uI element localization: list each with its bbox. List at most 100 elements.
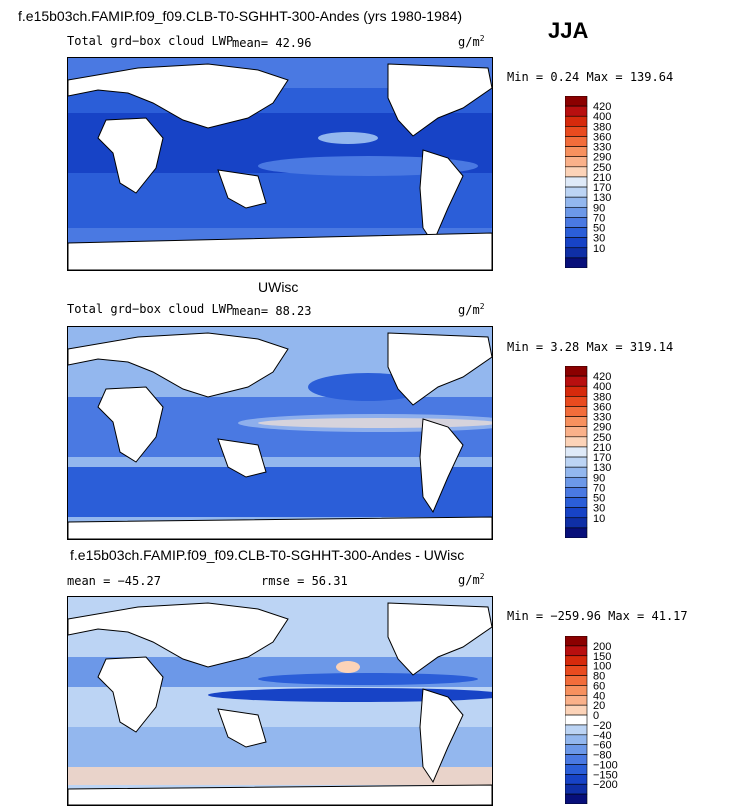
colorbar-tick-label: 10: [593, 513, 605, 525]
colorbar-swatch: [565, 217, 588, 228]
colorbar-tick-label: −100: [593, 759, 618, 771]
colorbar-tick-label: 20: [593, 700, 605, 712]
colorbar-tick-label: 400: [593, 381, 611, 393]
colorbar-tick-label: 210: [593, 172, 611, 184]
colorbar-tick-label: 10: [593, 243, 605, 255]
panel3-minmax: Min = −259.96 Max = 41.17: [507, 609, 688, 623]
panel2-units: g/m2: [458, 302, 485, 317]
colorbar-swatch: [565, 774, 588, 785]
panel3-map: [67, 596, 493, 806]
colorbar-tick-label: 210: [593, 442, 611, 454]
colorbar-tick-label: 380: [593, 391, 611, 403]
season-label: JJA: [548, 18, 589, 43]
colorbar-swatch: [565, 685, 588, 696]
colorbar-swatch: [565, 783, 588, 795]
colorbar-swatch: [565, 436, 588, 448]
colorbar-tick-label: 70: [593, 212, 605, 224]
panel1-minmax: Min = 0.24 Max = 139.64: [507, 70, 674, 84]
colorbar-swatch: [565, 665, 588, 676]
colorbar-tick-label: 250: [593, 162, 611, 174]
colorbar-tick-label: 80: [593, 671, 605, 683]
colorbar-swatch: [565, 517, 588, 529]
colorbar-swatch: [565, 764, 588, 775]
panel3-colorbar: 200150100806040200−20−40−60−80−100−150−2…: [565, 636, 618, 804]
colorbar-swatch: [565, 247, 588, 259]
colorbar-swatch: [565, 675, 588, 686]
colorbar-tick-label: 100: [593, 661, 611, 673]
colorbar-tick-label: 170: [593, 452, 611, 464]
colorbar-tick-label: 420: [593, 101, 611, 113]
colorbar-swatch: [565, 416, 588, 428]
panel1-title: f.e15b03ch.FAMIP.f09_f09.CLB-T0-SGHHT-30…: [18, 8, 463, 24]
panel2-title: UWisc: [258, 279, 299, 295]
colorbar-tick-label: −40: [593, 730, 612, 742]
panel1-mean: mean= 42.96: [232, 36, 312, 50]
colorbar-swatch: [565, 446, 588, 458]
colorbar-swatch: [565, 497, 588, 508]
colorbar-tick-label: 30: [593, 503, 605, 515]
colorbar-swatch: [565, 645, 588, 657]
colorbar-tick-label: 380: [593, 121, 611, 133]
panel1-units: g/m2: [458, 34, 485, 49]
panel1-variable-label: Total grd−box cloud LWP: [67, 34, 234, 48]
colorbar-swatch: [565, 694, 588, 706]
colorbar-swatch: [565, 527, 588, 538]
colorbar-swatch: [565, 385, 588, 397]
colorbar-tick-label: 0: [593, 710, 599, 722]
colorbar-swatch: [565, 146, 588, 158]
colorbar-swatch: [565, 176, 588, 188]
colorbar-swatch: [565, 105, 588, 117]
colorbar-swatch: [565, 704, 588, 716]
panel2-minmax: Min = 3.28 Max = 319.14: [507, 340, 674, 354]
panel1-map: [67, 57, 493, 271]
colorbar-swatch: [565, 406, 588, 417]
colorbar-tick-label: 330: [593, 412, 611, 424]
panel2-continents: [68, 332, 492, 539]
colorbar-tick-label: 290: [593, 422, 611, 434]
colorbar-tick-label: 50: [593, 223, 605, 235]
panel3-rmse: rmse = 56.31: [261, 574, 348, 588]
colorbar-tick-label: 90: [593, 472, 605, 484]
colorbar-swatch: [565, 126, 588, 137]
colorbar-tick-label: 150: [593, 651, 611, 663]
colorbar-swatch: [565, 156, 588, 168]
panel3-title: f.e15b03ch.FAMIP.f09_f09.CLB-T0-SGHHT-30…: [70, 547, 465, 563]
colorbar-tick-label: 170: [593, 182, 611, 194]
colorbar-tick-label: 50: [593, 493, 605, 505]
colorbar-swatch: [565, 744, 588, 755]
colorbar-swatch: [565, 257, 588, 268]
colorbar-swatch: [565, 636, 588, 647]
colorbar-swatch: [565, 754, 588, 765]
colorbar-swatch: [565, 206, 588, 218]
colorbar-tick-label: 250: [593, 432, 611, 444]
colorbar-tick-label: 30: [593, 233, 605, 245]
colorbar-swatch: [565, 714, 588, 726]
colorbar-swatch: [565, 734, 588, 746]
colorbar-tick-label: 290: [593, 152, 611, 164]
colorbar-swatch: [565, 396, 588, 407]
colorbar-swatch: [565, 466, 588, 478]
colorbar-swatch: [565, 186, 588, 198]
colorbar-swatch: [565, 487, 588, 498]
colorbar-tick-label: −150: [593, 769, 618, 781]
colorbar-swatch: [565, 166, 588, 178]
colorbar-swatch: [565, 115, 588, 127]
colorbar-tick-label: 40: [593, 690, 605, 702]
colorbar-swatch: [565, 793, 588, 804]
panel3-continents: [68, 602, 492, 805]
colorbar-tick-label: −80: [593, 750, 612, 762]
colorbar-swatch: [565, 655, 588, 666]
colorbar-tick-label: −20: [593, 720, 612, 732]
colorbar-swatch: [565, 196, 588, 208]
colorbar-tick-label: 130: [593, 462, 611, 474]
colorbar-tick-label: −60: [593, 740, 612, 752]
colorbar-swatch: [565, 96, 588, 107]
panel3-units: g/m2: [458, 572, 485, 587]
panel2-map: [67, 326, 493, 540]
colorbar-tick-label: 360: [593, 131, 611, 143]
colorbar-tick-label: 360: [593, 401, 611, 413]
colorbar-tick-label: 400: [593, 111, 611, 123]
colorbar-tick-label: 60: [593, 680, 605, 692]
